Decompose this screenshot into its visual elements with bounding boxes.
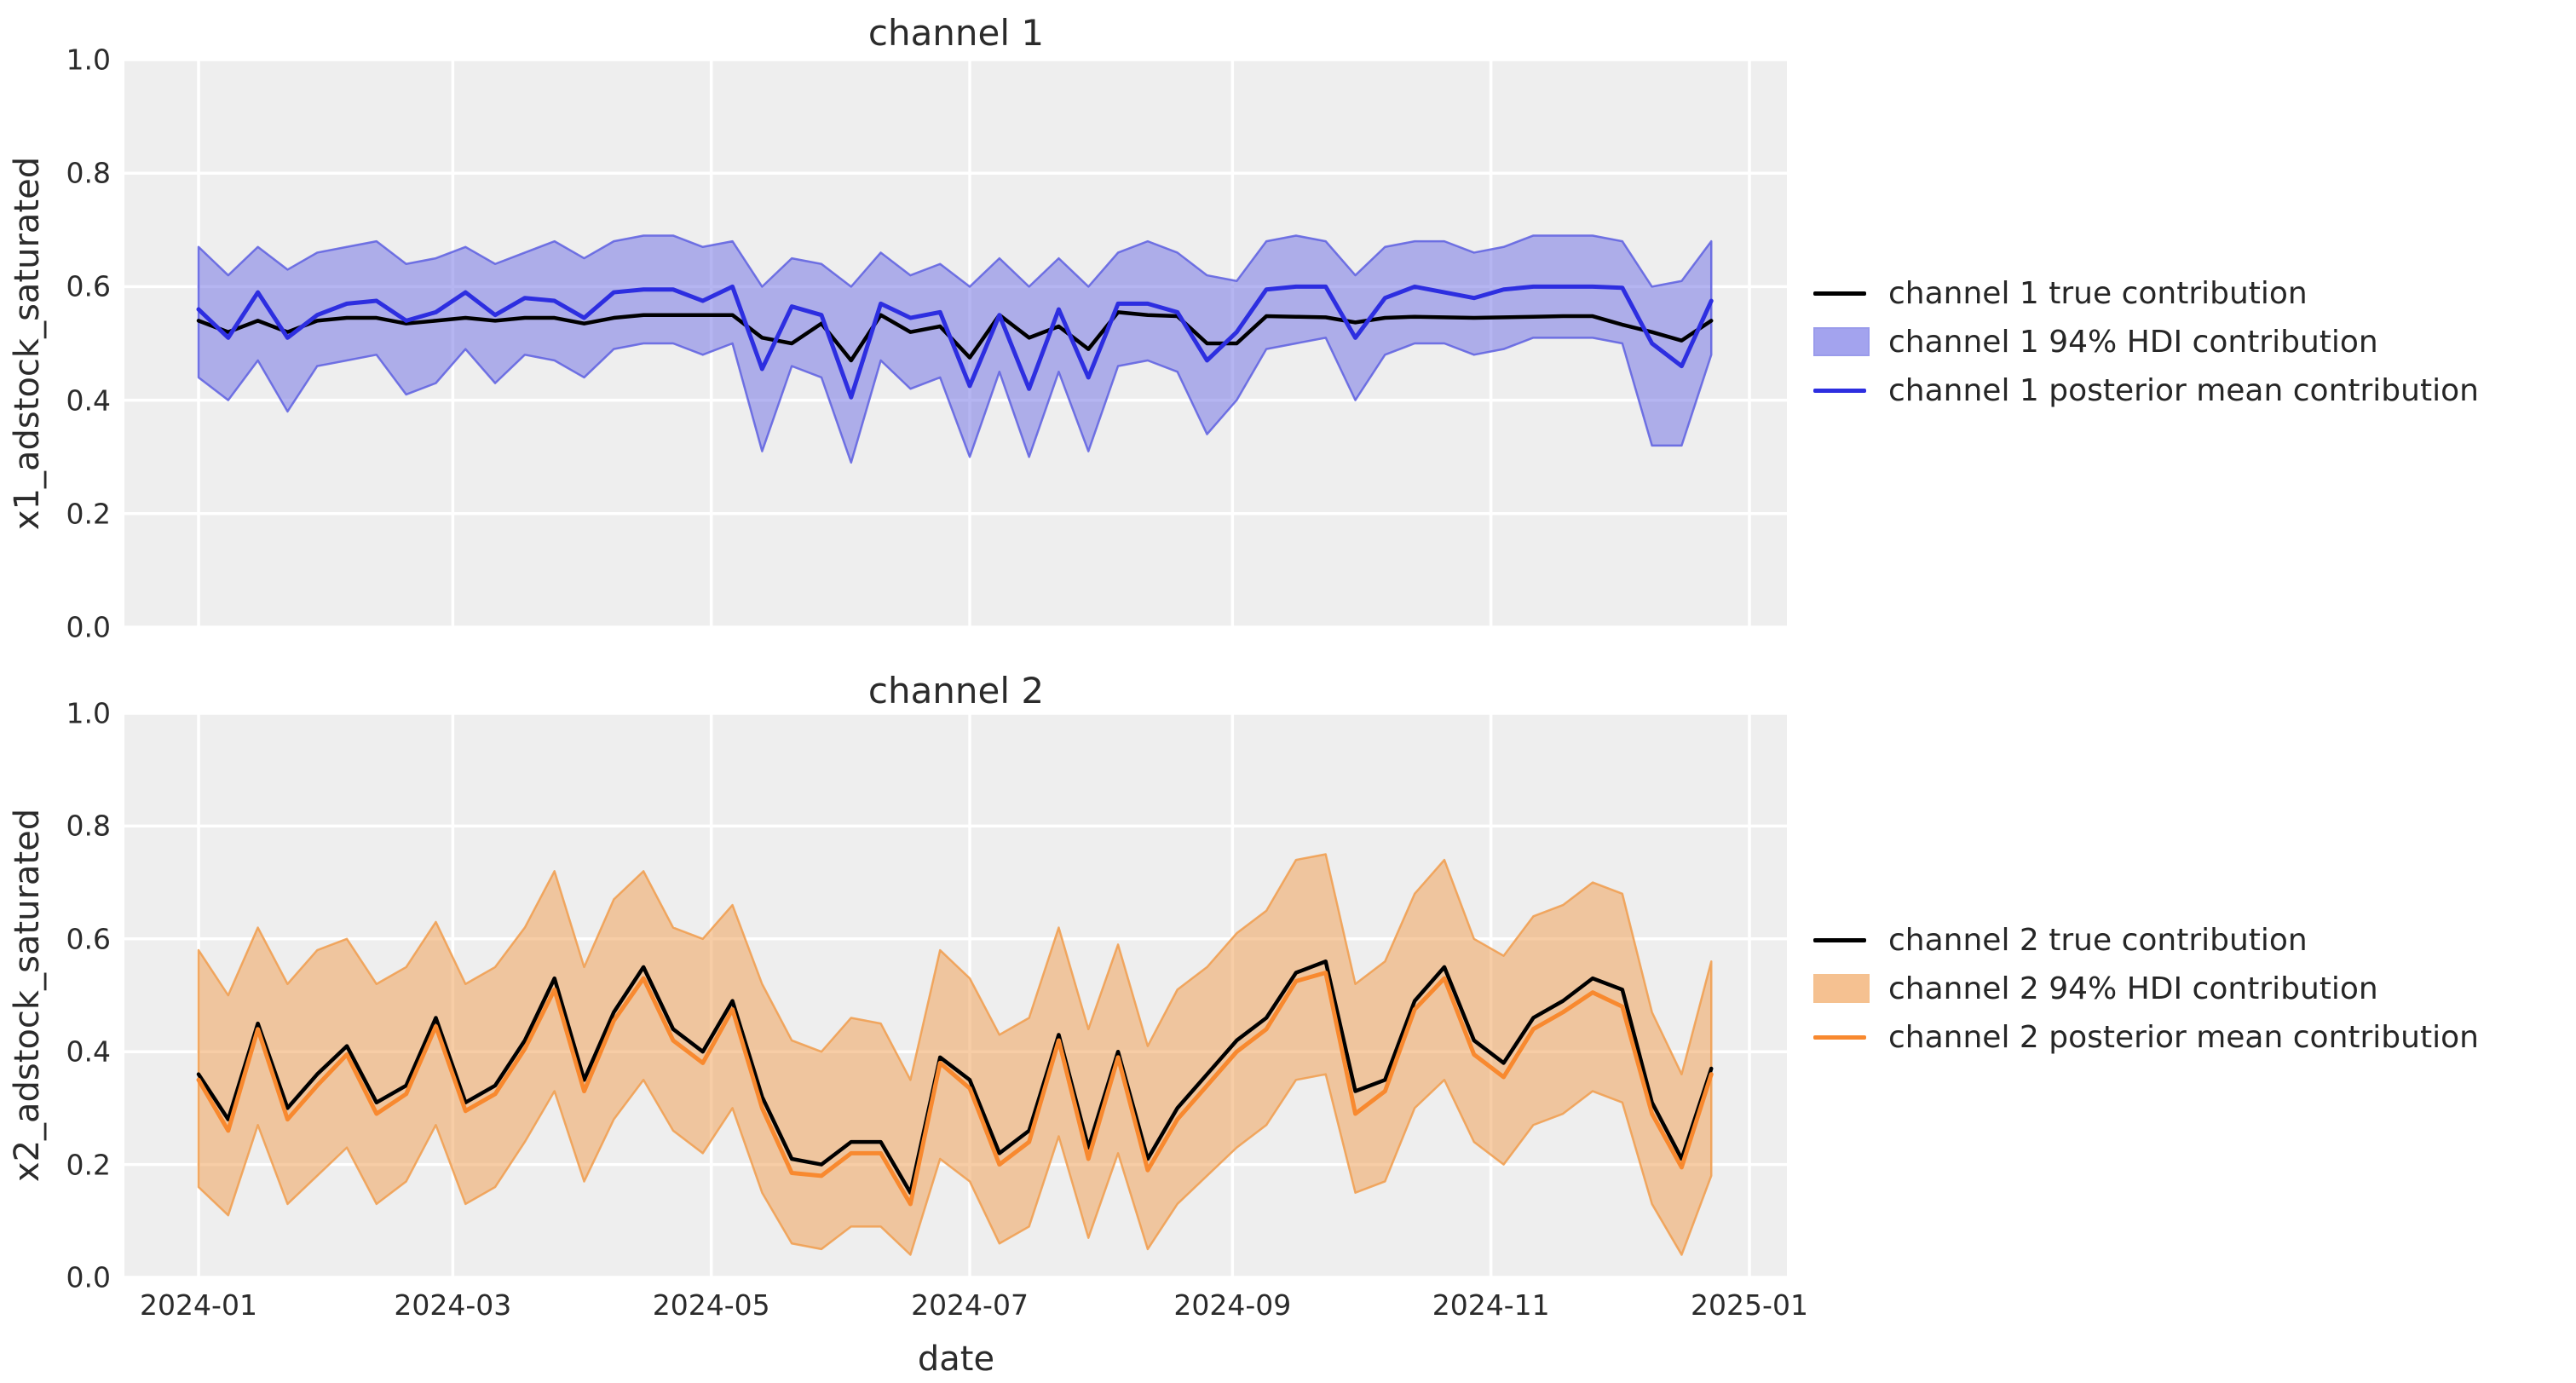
x-tick-label: 2024-01 bbox=[140, 1288, 257, 1322]
legend-item: channel 2 posterior mean contribution bbox=[1813, 1019, 2479, 1055]
legend-label: channel 2 true contribution bbox=[1888, 922, 2308, 958]
legend-label: channel 2 94% HDI contribution bbox=[1888, 971, 2378, 1006]
legend-item: channel 1 94% HDI contribution bbox=[1813, 325, 2479, 360]
legend-item: channel 2 true contribution bbox=[1813, 923, 2479, 958]
chart2-y-axis-label: x2_adstock_saturated bbox=[8, 808, 47, 1183]
chart2-title: channel 2 bbox=[867, 670, 1045, 712]
chart1-legend: channel 1 true contribution channel 1 94… bbox=[1813, 275, 2479, 408]
mean-line-swatch-icon bbox=[1813, 388, 1870, 393]
y-tick-label: 0.0 bbox=[66, 610, 111, 644]
x-axis-label: date bbox=[917, 1340, 995, 1379]
y-tick-label: 0.2 bbox=[66, 497, 111, 531]
legend-label: channel 1 true contribution bbox=[1888, 275, 2308, 311]
y-tick-label: 0.4 bbox=[66, 383, 111, 418]
x-tick-label: 2024-11 bbox=[1432, 1288, 1550, 1322]
y-tick-label: 1.0 bbox=[66, 696, 111, 730]
y-tick-label: 0.8 bbox=[66, 809, 111, 843]
chart1-y-axis-label: x1_adstock_saturated bbox=[8, 156, 47, 531]
mean-line-swatch-icon bbox=[1813, 1034, 1870, 1040]
legend-item: channel 2 94% HDI contribution bbox=[1813, 971, 2479, 1006]
legend-item: channel 1 true contribution bbox=[1813, 275, 2479, 311]
true-line-swatch-icon bbox=[1813, 291, 1870, 296]
y-tick-label: 0.6 bbox=[66, 269, 111, 303]
legend-label: channel 1 94% HDI contribution bbox=[1888, 324, 2378, 360]
legend-label: channel 2 posterior mean contribution bbox=[1888, 1019, 2479, 1055]
true-line-swatch-icon bbox=[1813, 937, 1870, 942]
x-tick-label: 2025-01 bbox=[1691, 1288, 1808, 1322]
legend-item: channel 1 posterior mean contribution bbox=[1813, 372, 2479, 408]
y-tick-label: 0.2 bbox=[66, 1148, 111, 1182]
y-tick-label: 0.6 bbox=[66, 922, 111, 956]
x-tick-label: 2024-03 bbox=[394, 1288, 512, 1322]
x-tick-label: 2024-09 bbox=[1173, 1288, 1292, 1322]
hdi-patch-swatch-icon bbox=[1813, 327, 1870, 356]
chart1-title: channel 1 bbox=[867, 12, 1045, 54]
x-tick-label: 2024-07 bbox=[911, 1288, 1029, 1322]
chart2-legend: channel 2 true contribution channel 2 94… bbox=[1813, 923, 2479, 1055]
y-tick-label: 0.0 bbox=[66, 1260, 111, 1294]
y-tick-label: 1.0 bbox=[66, 43, 111, 77]
y-tick-label: 0.4 bbox=[66, 1034, 111, 1069]
legend-label: channel 1 posterior mean contribution bbox=[1888, 372, 2479, 408]
x-tick-label: 2024-05 bbox=[652, 1288, 770, 1322]
hdi-patch-swatch-icon bbox=[1813, 974, 1870, 1003]
y-tick-label: 0.8 bbox=[66, 156, 111, 190]
